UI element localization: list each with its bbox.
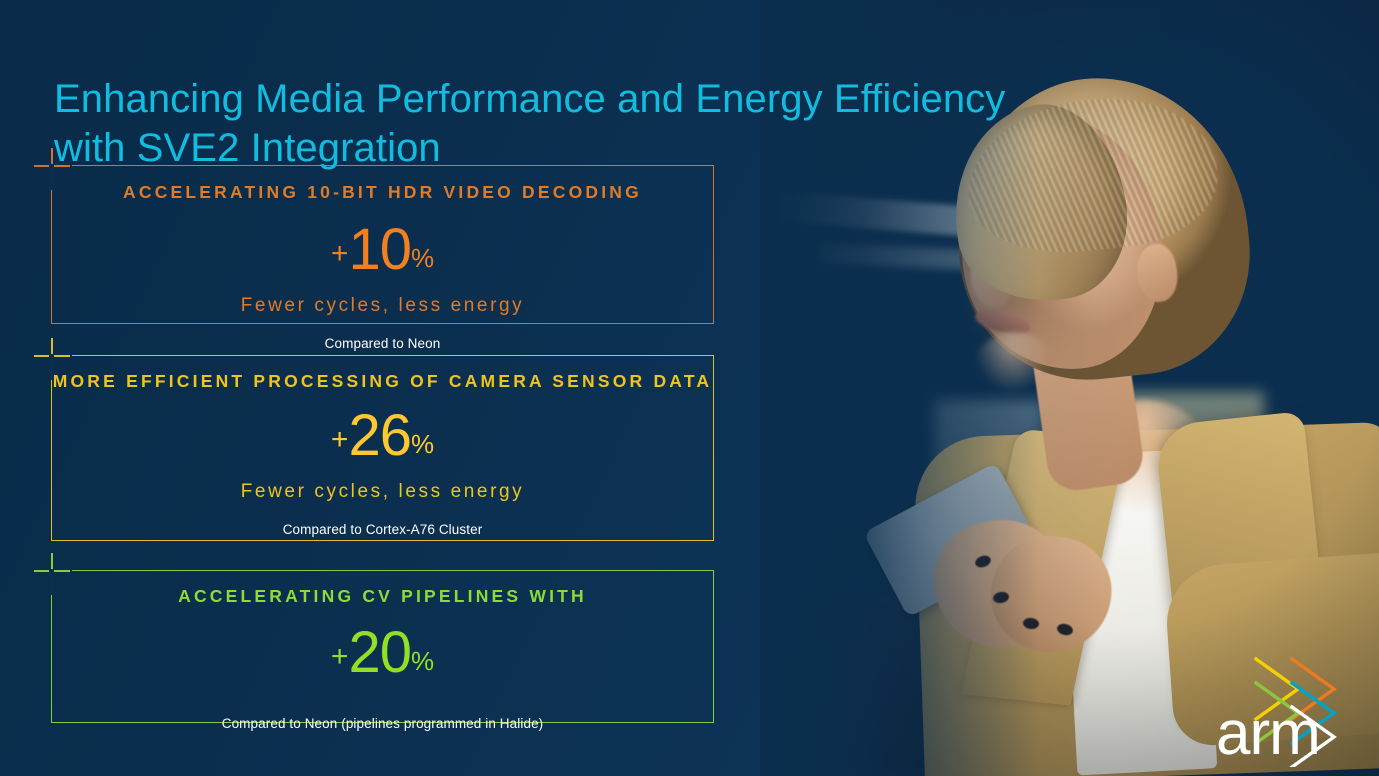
stat-percent-sign: % (410, 429, 435, 460)
stat-percent-sign: % (410, 646, 435, 677)
stat-heading: ACCELERATING 10-BIT HDR VIDEO DECODING (123, 182, 642, 202)
stat-plus-sign: + (330, 423, 349, 457)
stat-number: 20 (348, 620, 412, 686)
stat-value: +10% (52, 221, 713, 279)
stat-plus-sign: + (330, 237, 349, 271)
stat-value: +26% (52, 407, 713, 465)
page-title: Enhancing Media Performance and Energy E… (54, 76, 1006, 170)
stat-percent-sign: % (410, 243, 435, 274)
stat-value: +20% (52, 624, 713, 682)
arm-wordmark: arm (1216, 699, 1321, 768)
stat-card-cv-pipelines: ACCELERATING CV PIPELINES WITH +20% Comp… (34, 553, 714, 731)
arm-logo: arm (1216, 655, 1366, 770)
stat-plus-sign: + (330, 640, 349, 674)
stat-footnote: Compared to Neon (324, 336, 441, 352)
stat-heading: ACCELERATING CV PIPELINES WITH (178, 586, 587, 606)
stat-footnote: Compared to Cortex-A76 Cluster (282, 522, 483, 538)
stat-number: 10 (348, 217, 412, 283)
stat-card-camera-sensor-data: MORE EFFICIENT PROCESSING OF CAMERA SENS… (34, 338, 714, 541)
stat-footnote: Compared to Neon (pipelines programmed i… (221, 716, 544, 732)
stat-card-hdr-video-decoding: ACCELERATING 10-BIT HDR VIDEO DECODING +… (34, 148, 714, 351)
content-background (0, 0, 760, 776)
arm-logo-arrows-icon (1253, 656, 1337, 770)
stat-number: 26 (348, 403, 412, 469)
stat-subtitle: Fewer cycles, less energy (240, 295, 525, 317)
stat-subtitle: Fewer cycles, less energy (240, 481, 525, 503)
stat-heading: MORE EFFICIENT PROCESSING OF CAMERA SENS… (52, 371, 713, 391)
